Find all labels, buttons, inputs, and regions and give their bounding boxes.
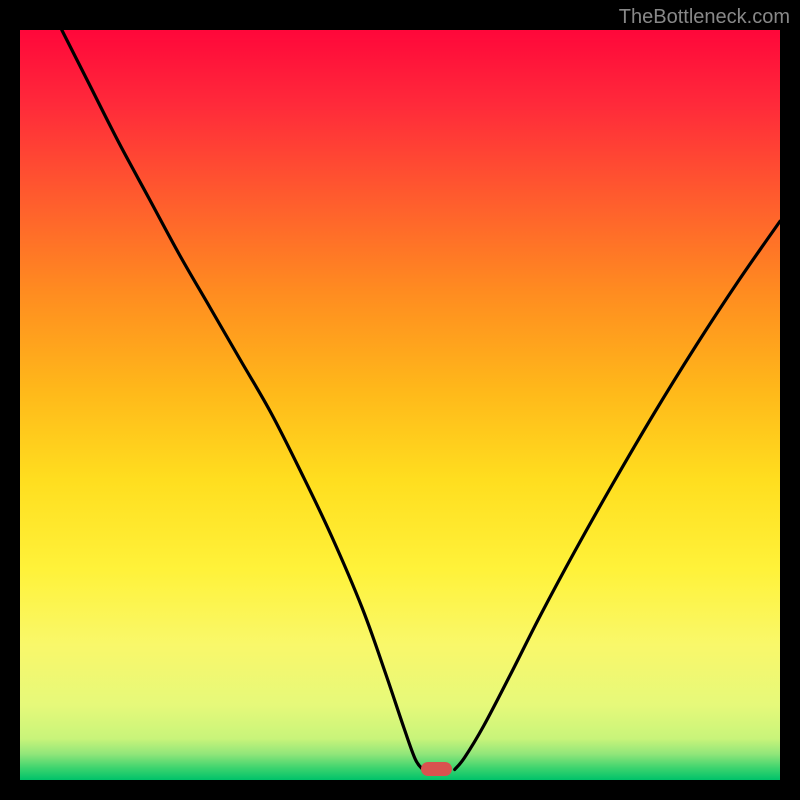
right-curve <box>455 221 780 769</box>
plot-area <box>20 30 780 780</box>
curves-layer <box>20 30 780 780</box>
bottleneck-marker <box>421 762 453 776</box>
watermark-text: TheBottleneck.com <box>619 6 790 29</box>
left-curve <box>62 30 423 770</box>
